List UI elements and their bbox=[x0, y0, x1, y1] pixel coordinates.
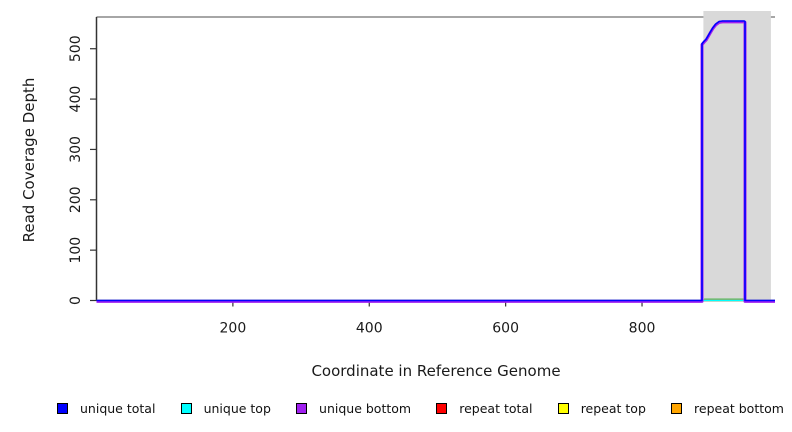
y-tick-label: 400 bbox=[68, 86, 84, 113]
y-tick-label: 500 bbox=[68, 35, 84, 62]
legend-label: unique bottom bbox=[319, 400, 412, 416]
legend-item-repeat-total: repeat total bbox=[436, 400, 533, 416]
y-axis-title: Read Coverage Depth bbox=[20, 77, 38, 243]
legend: unique total unique top unique bottom repea… bbox=[0, 399, 792, 417]
legend-item-unique-top: unique top bbox=[180, 400, 271, 416]
legend-label: repeat total bbox=[459, 400, 533, 416]
coverage-plot: 200 400 600 800 0 100 200 300 400 500 bbox=[68, 11, 775, 337]
series-unique-bottom-line bbox=[96, 20, 775, 303]
legend-item-repeat-top: repeat top bbox=[557, 400, 646, 416]
y-tick-label: 0 bbox=[68, 296, 84, 305]
y-tick-label: 200 bbox=[68, 186, 84, 213]
legend-swatch-unique-total bbox=[57, 402, 68, 414]
legend-label: unique top bbox=[203, 400, 271, 416]
y-tick-label: 100 bbox=[68, 237, 84, 264]
legend-swatch-repeat-top bbox=[557, 402, 569, 414]
x-axis-title: Coordinate in Reference Genome bbox=[311, 362, 561, 380]
x-tick-label: 400 bbox=[356, 321, 383, 337]
chart-area: 200 400 600 800 0 100 200 300 400 500 Coordinate … bbox=[20, 11, 775, 380]
legend-swatch-unique-bottom bbox=[296, 402, 308, 414]
legend-label: repeat bottom bbox=[694, 400, 784, 416]
legend-label: unique total bbox=[80, 400, 156, 416]
legend-item-unique-bottom: unique bottom bbox=[296, 401, 411, 416]
legend-swatch-repeat-total bbox=[436, 402, 448, 414]
legend-swatch-repeat-bottom bbox=[671, 402, 683, 414]
x-tick-label: 200 bbox=[220, 321, 247, 337]
y-tick-label: 300 bbox=[68, 136, 84, 163]
series-unique-total-line bbox=[96, 20, 775, 302]
x-tick-label: 800 bbox=[629, 321, 656, 337]
x-tick-label: 600 bbox=[492, 321, 519, 337]
highlight-region bbox=[703, 11, 771, 301]
legend-item-repeat-bottom: repeat bottom bbox=[671, 401, 784, 416]
legend-swatch-unique-top bbox=[180, 402, 192, 414]
legend-label: repeat top bbox=[580, 400, 646, 416]
legend-item-unique-total: unique total bbox=[57, 401, 155, 416]
